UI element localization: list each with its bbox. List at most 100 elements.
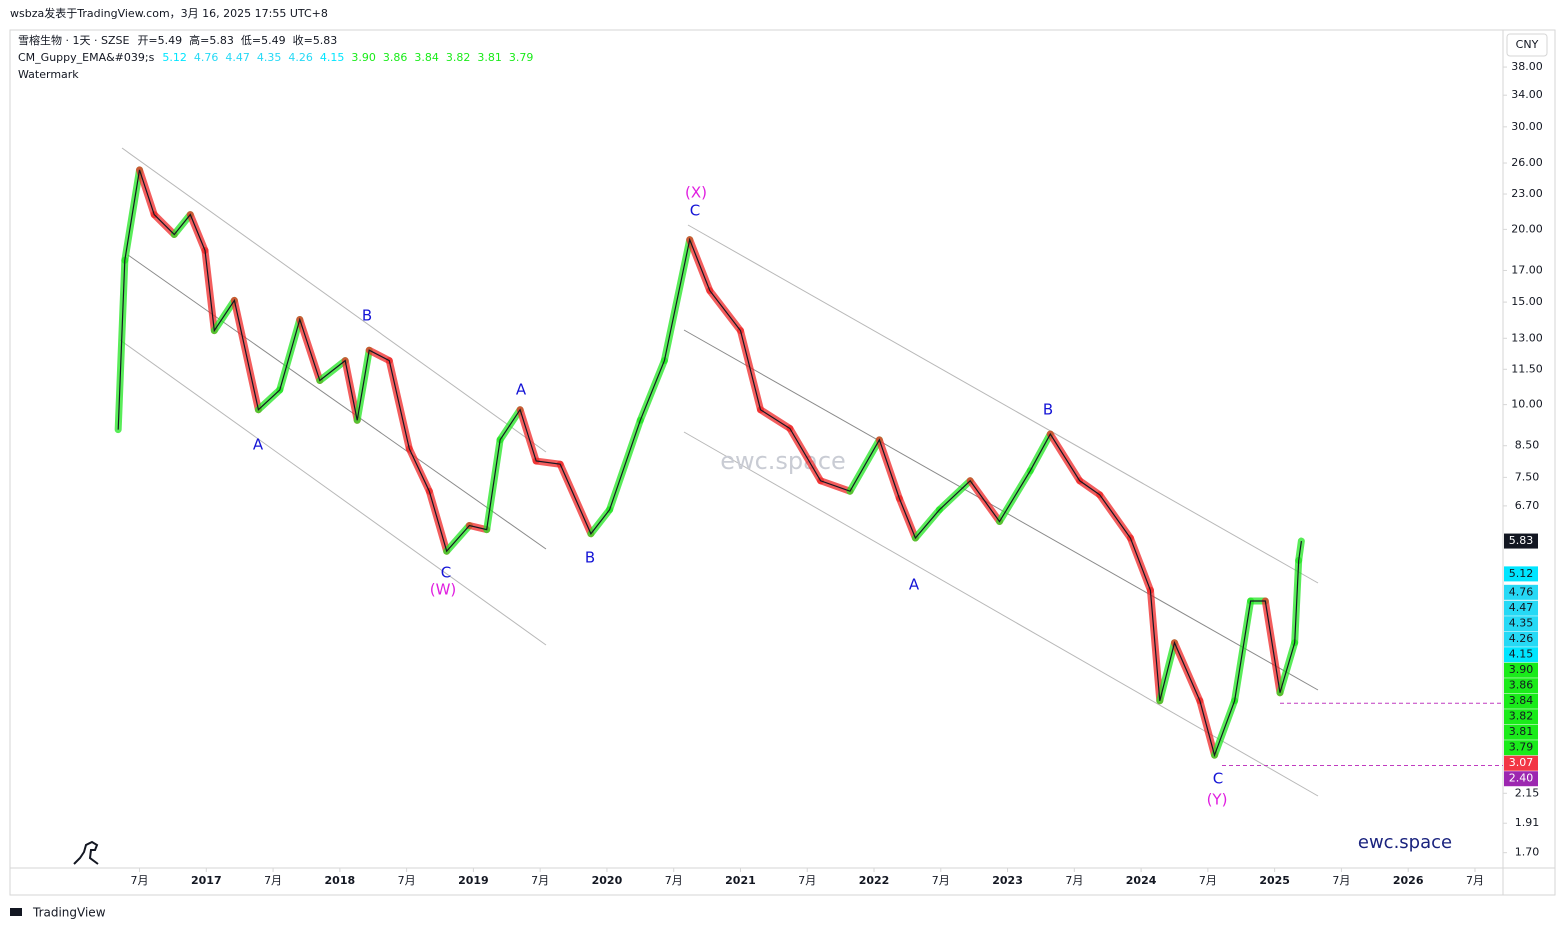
watermark: ewc.space <box>720 447 846 475</box>
price-badge <box>1504 631 1538 647</box>
y-tick-label: 20.00 <box>1511 222 1543 235</box>
price-badge-label: 3.07 <box>1509 756 1534 769</box>
price-badge <box>1504 678 1538 694</box>
legend-text: 开= <box>137 34 157 47</box>
legend-text: 高= <box>189 33 209 47</box>
channel-line <box>119 339 547 646</box>
x-tick-label: 2023 <box>992 874 1023 887</box>
x-tick-label: 7月 <box>932 874 950 887</box>
price-line <box>117 169 1302 758</box>
price-badge-label: 4.26 <box>1509 632 1534 645</box>
x-tick-label: 2021 <box>725 874 756 887</box>
y-tick-label: 30.00 <box>1511 120 1543 133</box>
legend-text: 4.35 <box>257 51 282 64</box>
wave-label: A <box>253 436 264 454</box>
y-tick-label: 10.00 <box>1511 398 1543 411</box>
price-badge <box>1504 693 1538 709</box>
x-tick-label: 7月 <box>1466 874 1484 887</box>
price-badge <box>1504 584 1538 600</box>
wave-label: C <box>690 202 700 220</box>
price-badge <box>1504 724 1538 740</box>
price-badge-label: 5.83 <box>1509 534 1534 547</box>
x-tick-label: 2022 <box>859 874 890 887</box>
legend-text: 5.49 <box>261 34 286 47</box>
wave-label: (Y) <box>1207 791 1228 809</box>
brand-text: ewc.space <box>1358 832 1452 853</box>
x-tick-label: 2018 <box>325 874 356 887</box>
price-badge <box>1504 533 1538 549</box>
price-badge-label: 3.79 <box>1509 741 1534 754</box>
y-tick-label: 26.00 <box>1511 156 1543 169</box>
legend-text: 4.26 <box>288 51 313 64</box>
wave-label: B <box>362 307 372 325</box>
price-badge-label: 2.40 <box>1509 772 1534 785</box>
frame <box>9 29 1556 896</box>
wave-label: C <box>1213 770 1223 788</box>
tv-logo <box>10 908 22 916</box>
logo-icon <box>73 840 99 865</box>
channel-line <box>687 224 1319 584</box>
y-tick-label: 13.00 <box>1511 331 1543 344</box>
legend-text: 低= <box>241 34 261 47</box>
legend-text: 3.79 <box>509 51 534 64</box>
legend-text: 3.81 <box>477 51 502 64</box>
x-tick-label: 7月 <box>798 874 816 887</box>
y-tick-label: 6.70 <box>1515 499 1540 512</box>
price-badge <box>1504 566 1538 582</box>
price-badge <box>1504 600 1538 616</box>
y-tick-label: 1.70 <box>1515 846 1540 859</box>
x-tick-label: 2024 <box>1126 874 1157 887</box>
price-badge <box>1504 662 1538 678</box>
channel-line <box>121 147 547 453</box>
x-tick-label: 7月 <box>1065 874 1083 887</box>
legend-text: 4.47 <box>225 51 250 64</box>
price-badge <box>1504 755 1538 771</box>
y-tick-label: 2.15 <box>1515 786 1540 799</box>
x-tick-label: 7月 <box>531 874 549 887</box>
legend-text: 5.83 <box>313 34 338 47</box>
legend-text: 4.76 <box>194 51 219 64</box>
channel-line <box>683 329 1319 691</box>
x-tick-label: 7月 <box>398 874 416 887</box>
price-badge-label: 4.35 <box>1509 617 1534 630</box>
price-badge-label: 3.82 <box>1509 710 1534 723</box>
wave-label: (W) <box>430 581 457 599</box>
y-tick-label: 38.00 <box>1511 60 1543 73</box>
price-badge <box>1504 771 1538 787</box>
legend-text: 5.12 <box>162 51 187 64</box>
currency: CNY <box>1516 38 1539 51</box>
footer-brand: TradingView <box>32 906 106 920</box>
price-badge-label: 3.90 <box>1509 663 1534 676</box>
x-tick-label: 7月 <box>1332 874 1350 887</box>
legend-text: Watermark <box>18 68 79 81</box>
y-tick-label: 15.00 <box>1511 295 1543 308</box>
price-badge-label: 4.15 <box>1509 648 1534 661</box>
wave-label: B <box>1043 401 1053 419</box>
x-tick-label: 2019 <box>458 874 489 887</box>
price-badge <box>1504 709 1538 725</box>
x-tick-label: 2020 <box>592 874 623 887</box>
price-badge-label: 3.81 <box>1509 725 1534 738</box>
y-tick-label: 34.00 <box>1511 88 1543 101</box>
wave-label: B <box>585 549 595 567</box>
price-badge <box>1504 616 1538 632</box>
x-tick-label: 7月 <box>1199 874 1217 887</box>
y-tick-label: 23.00 <box>1511 187 1543 200</box>
price-badge-label: 4.47 <box>1509 601 1534 614</box>
legend-text: 3.82 <box>446 51 471 64</box>
price-badge <box>1504 647 1538 663</box>
legend-text: 4.15 <box>320 51 345 64</box>
legend-text: 3.84 <box>414 51 439 64</box>
y-tick-label: 8.50 <box>1515 439 1540 452</box>
price-badge-label: 5.12 <box>1509 567 1534 580</box>
legend-text: 3.86 <box>383 51 408 64</box>
y-tick-label: 17.00 <box>1511 263 1543 276</box>
price-badge <box>1504 740 1538 756</box>
legend-text: 雪榕生物 · 1天 · SZSE <box>18 33 129 47</box>
x-tick-label: 2017 <box>191 874 222 887</box>
wave-label: A <box>516 381 527 399</box>
header: wsbza发表于TradingView.com，3月 16, 2025 17:5… <box>10 6 328 20</box>
x-tick-label: 2025 <box>1259 874 1290 887</box>
